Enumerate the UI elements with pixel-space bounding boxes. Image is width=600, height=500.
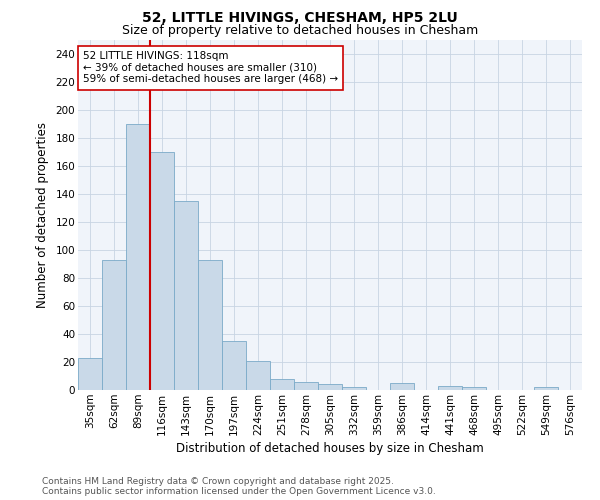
Bar (174, 201, 198, 390)
Bar (438, 386, 462, 390)
Bar (222, 341, 246, 390)
Text: Size of property relative to detached houses in Chesham: Size of property relative to detached ho… (122, 24, 478, 37)
Bar (318, 384, 342, 390)
Bar (342, 387, 366, 390)
Text: 52, LITTLE HIVINGS, CHESHAM, HP5 2LU: 52, LITTLE HIVINGS, CHESHAM, HP5 2LU (142, 11, 458, 25)
X-axis label: Distribution of detached houses by size in Chesham: Distribution of detached houses by size … (176, 442, 484, 455)
Bar (126, 124, 150, 390)
Bar (534, 387, 558, 390)
Bar (390, 383, 414, 390)
Bar (270, 379, 294, 390)
Text: Contains HM Land Registry data © Crown copyright and database right 2025.
Contai: Contains HM Land Registry data © Crown c… (42, 476, 436, 496)
Bar (150, 152, 174, 390)
Bar (102, 260, 126, 390)
Text: 52 LITTLE HIVINGS: 118sqm
← 39% of detached houses are smaller (310)
59% of semi: 52 LITTLE HIVINGS: 118sqm ← 39% of detac… (83, 51, 338, 84)
Bar (462, 387, 486, 390)
Bar (78, 358, 102, 390)
Bar (294, 382, 318, 390)
Bar (198, 260, 222, 390)
Bar (246, 360, 270, 390)
Y-axis label: Number of detached properties: Number of detached properties (35, 122, 49, 308)
